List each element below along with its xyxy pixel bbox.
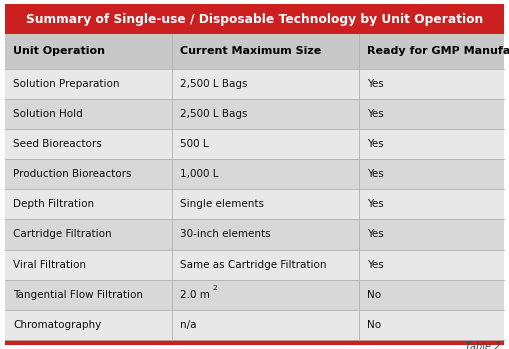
Text: Yes: Yes	[367, 109, 384, 119]
Bar	[5, 69, 504, 99]
Text: n/a: n/a	[180, 320, 196, 330]
Bar	[5, 34, 504, 69]
Bar	[5, 220, 504, 250]
Bar	[5, 129, 504, 159]
Text: Ready for GMP Manufacturing: Ready for GMP Manufacturing	[367, 46, 509, 56]
Text: Yes: Yes	[367, 139, 384, 149]
Bar	[5, 4, 504, 34]
Text: 1,000 L: 1,000 L	[180, 169, 219, 179]
Text: Yes: Yes	[367, 169, 384, 179]
Text: Solution Preparation: Solution Preparation	[13, 79, 120, 89]
Text: No: No	[367, 290, 381, 300]
Text: Table 2: Table 2	[465, 342, 500, 349]
Text: Viral Filtration: Viral Filtration	[13, 260, 86, 270]
Text: Yes: Yes	[367, 79, 384, 89]
Text: Depth Filtration: Depth Filtration	[13, 199, 94, 209]
Bar	[5, 340, 504, 345]
Text: 2,500 L Bags: 2,500 L Bags	[180, 109, 248, 119]
Text: Production Bioreactors: Production Bioreactors	[13, 169, 131, 179]
Text: Current Maximum Size: Current Maximum Size	[180, 46, 321, 56]
Bar	[5, 159, 504, 189]
Text: Solution Hold: Solution Hold	[13, 109, 83, 119]
Text: Single elements: Single elements	[180, 199, 264, 209]
Text: 500 L: 500 L	[180, 139, 209, 149]
Bar	[5, 189, 504, 220]
Bar	[5, 280, 504, 310]
Text: Tangential Flow Filtration: Tangential Flow Filtration	[13, 290, 143, 300]
Text: Same as Cartridge Filtration: Same as Cartridge Filtration	[180, 260, 327, 270]
Text: 2,500 L Bags: 2,500 L Bags	[180, 79, 248, 89]
Text: 2: 2	[212, 285, 217, 291]
Text: Yes: Yes	[367, 260, 384, 270]
Bar	[5, 310, 504, 340]
Text: Chromatography: Chromatography	[13, 320, 101, 330]
Text: 2.0 m: 2.0 m	[180, 290, 210, 300]
Text: Unit Operation: Unit Operation	[13, 46, 105, 56]
Text: Summary of Single-use / Disposable Technology by Unit Operation: Summary of Single-use / Disposable Techn…	[26, 13, 483, 25]
Bar	[5, 99, 504, 129]
Bar	[5, 250, 504, 280]
Text: Yes: Yes	[367, 230, 384, 239]
Text: Yes: Yes	[367, 199, 384, 209]
Text: Cartridge Filtration: Cartridge Filtration	[13, 230, 111, 239]
Text: Seed Bioreactors: Seed Bioreactors	[13, 139, 102, 149]
Text: No: No	[367, 320, 381, 330]
Text: 30-inch elements: 30-inch elements	[180, 230, 271, 239]
